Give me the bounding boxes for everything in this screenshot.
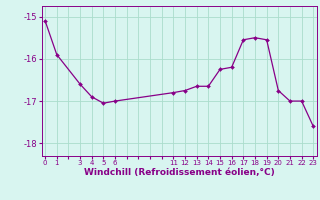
X-axis label: Windchill (Refroidissement éolien,°C): Windchill (Refroidissement éolien,°C) [84,168,275,177]
